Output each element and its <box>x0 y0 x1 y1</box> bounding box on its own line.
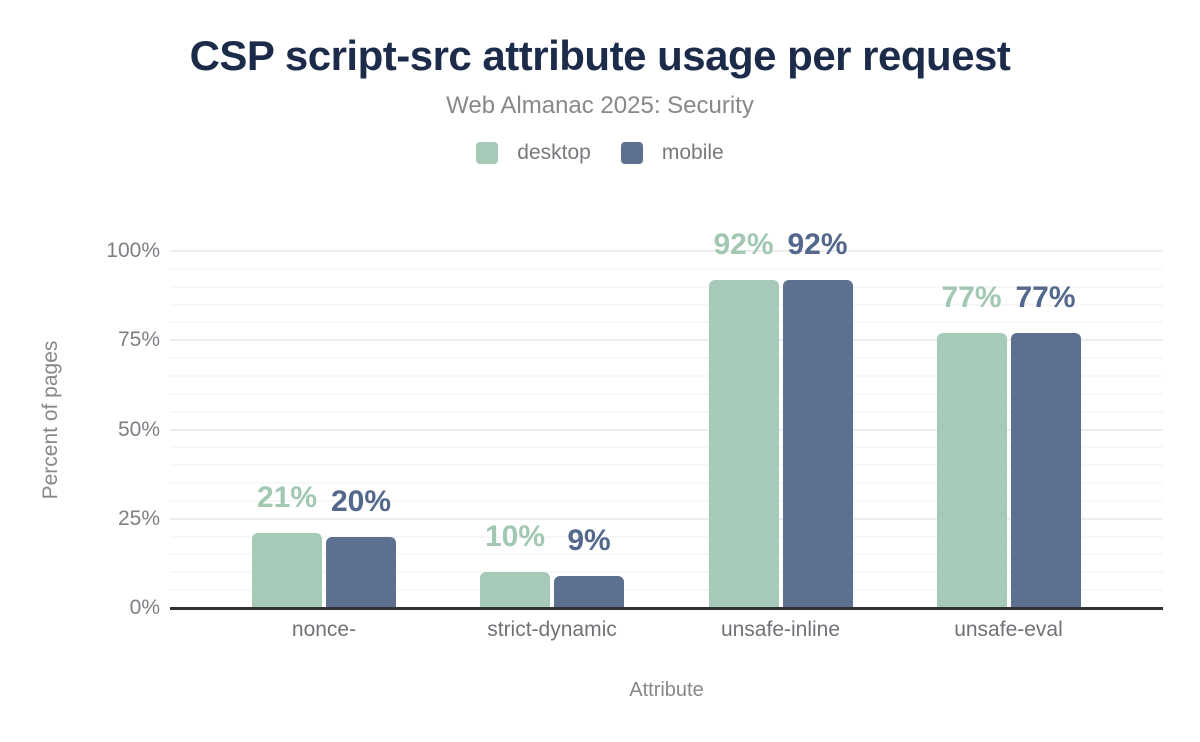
y-tick-label: 100% <box>106 239 160 262</box>
gridline <box>170 535 1163 538</box>
bar-value-label-desktop: 92% <box>713 227 774 261</box>
chart-title: CSP script-src attribute usage per reque… <box>189 32 1011 79</box>
bar-mobile-unsafe-inline[interactable] <box>782 279 853 608</box>
gridline <box>170 303 1163 306</box>
x-axis-line <box>170 607 1163 610</box>
x-axis-title: Attribute <box>629 679 704 701</box>
legend: desktop mobile <box>0 141 1200 165</box>
gridline <box>170 267 1163 270</box>
x-tick-label: strict-dynamic <box>487 618 617 641</box>
bar-value-label-mobile: 92% <box>787 227 848 261</box>
bar-value-label-desktop: 10% <box>484 520 546 554</box>
bar-desktop-unsafe-inline[interactable] <box>708 279 779 608</box>
x-tick-label: unsafe-inline <box>720 618 841 641</box>
gridline <box>170 571 1163 574</box>
y-tick-label: 50% <box>117 417 160 441</box>
gridline <box>170 499 1163 502</box>
gridline <box>170 446 1163 449</box>
y-tick-label: 0% <box>129 596 160 619</box>
x-tick-label: unsafe-eval <box>954 618 1063 641</box>
chart-subtitle: Web Almanac 2025: Security <box>446 92 754 119</box>
gridline <box>170 428 1163 431</box>
bar-desktop-unsafe-eval[interactable] <box>936 333 1007 608</box>
gridline <box>170 250 1163 252</box>
gridline <box>170 589 1163 592</box>
bar-value-label-desktop: 21% <box>256 481 318 515</box>
gridline <box>170 285 1163 288</box>
bar-mobile-nonce-[interactable] <box>326 536 396 608</box>
gridline <box>170 410 1163 413</box>
gridline <box>170 321 1163 324</box>
y-tick-label: 25% <box>117 506 160 530</box>
legend-item-desktop[interactable]: desktop <box>476 141 591 165</box>
gridline <box>170 357 1163 360</box>
gridline <box>170 374 1163 377</box>
gridline <box>170 482 1163 485</box>
gridline <box>170 464 1163 467</box>
legend-label-mobile: mobile <box>661 141 724 164</box>
y-tick-label: 75% <box>117 328 160 352</box>
bar-desktop-nonce-[interactable] <box>252 533 322 608</box>
bar-mobile-strict-dynamic[interactable] <box>554 575 624 608</box>
bar-value-label-mobile: 9% <box>567 523 611 557</box>
bar-desktop-strict-dynamic[interactable] <box>480 572 550 608</box>
gridline <box>170 553 1163 556</box>
gridline <box>170 339 1163 342</box>
legend-item-mobile[interactable]: mobile <box>620 141 724 165</box>
gridline <box>170 392 1163 395</box>
legend-label-desktop: desktop <box>517 141 591 164</box>
mobile-swatch-icon <box>620 142 643 164</box>
bar-value-label-mobile: 77% <box>1015 281 1076 315</box>
plot-area: 21% 20% 10% 9% 92% 92% 77% 77% <box>170 229 1163 610</box>
bar-mobile-unsafe-eval[interactable] <box>1010 333 1081 608</box>
x-tick-label: nonce- <box>291 618 357 641</box>
bar-value-label-desktop: 77% <box>941 281 1002 315</box>
gridline <box>170 517 1163 520</box>
bar-value-label-mobile: 20% <box>330 484 392 518</box>
desktop-swatch-icon <box>476 142 499 164</box>
